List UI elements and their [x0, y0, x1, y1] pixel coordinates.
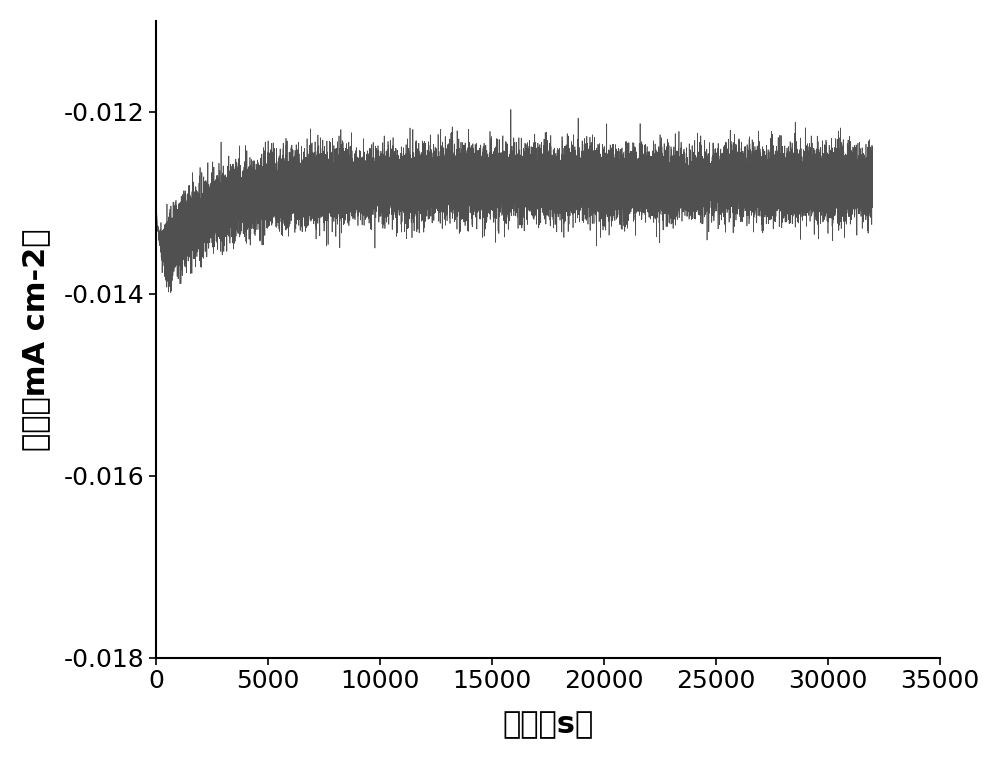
X-axis label: 时间（s）: 时间（s） [502, 710, 594, 739]
Y-axis label: 电流（mA cm-2）: 电流（mA cm-2） [21, 228, 50, 451]
